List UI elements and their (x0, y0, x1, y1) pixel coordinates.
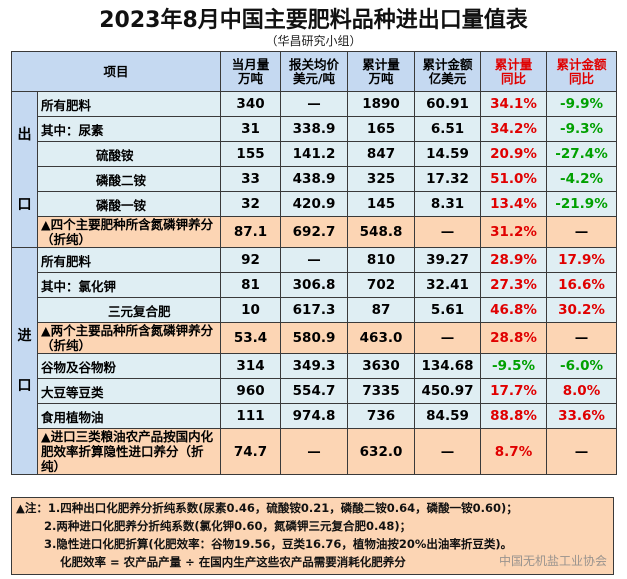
import-row-veg-oil: 食用植物油 111 974.8 736 84.59 88.8% 33.6% (11, 403, 618, 429)
page-title: 2023年8月中国主要肥料品种进出口量值表 (99, 8, 528, 33)
export-row-all: 出口 所有肥料 340 — 1890 60.91 34.1% -9.9% (11, 91, 618, 248)
header-cum-qty: 累计量 万吨 (347, 51, 416, 92)
page-subtitle: （华昌研究小组） (265, 34, 362, 48)
import-row-soybean: 大豆等豆类 960 554.7 7335 450.97 17.7% 8.0% (11, 378, 618, 404)
import-row-potash: 其中：氯化钾 81 306.8 702 32.41 27.3% 16.6% (11, 272, 618, 298)
export-section-label: 出口 (11, 91, 38, 248)
import-row-hidden-nutrients: ▲进口三类粮油农产品按国内化肥效率折算隐性进口养分（折纯） 74.7 — 632… (11, 428, 618, 475)
note-1: ▲注：1.四种出口化肥养分折纯系数(尿素0.46，硫酸铵0.21，磷酸二铵0.6… (16, 501, 518, 515)
export-row-nutrients: ▲四个主要肥种所含氮磷钾养分（折纯） 87.1 692.7 548.8 — 31… (11, 216, 618, 248)
watermark: 中国无机盐工业协会 (498, 554, 607, 568)
header-item: 项目 (10, 51, 222, 92)
note-2: 2.两种进口化肥养分折纯系数(氯化钾0.60，氮磷钾三元复合肥0.48)； (44, 519, 412, 533)
trade-table: 项目 当月量 万吨 报关均价 美元/吨 累计量 万吨 累计金额 亿美元 累计量 同比 累计… (10, 51, 618, 475)
export-row-urea: 其中：尿素 31 338.9 165 6.51 34.2% -9.3% (11, 116, 618, 142)
notes-box: ▲注：1.四种出口化肥养分折纯系数(尿素0.46，硫酸铵0.21，磷酸二铵0.6… (11, 497, 614, 575)
import-row-grain: 谷物及谷物粉 314 349.3 3630 134.68 -9.5% -6.0% (11, 353, 618, 379)
header-amt-yoy: 累计金额 同比 (546, 51, 618, 92)
import-row-npk: 三元复合肥 10 617.3 87 5.61 46.8% 30.2% (11, 297, 618, 323)
import-row-nutrients: ▲两个主要品种所含氮磷钾养分（折纯） 53.4 580.9 463.0 — 28… (11, 322, 618, 354)
export-row-dap: 磷酸二铵 33 438.9 325 17.32 51.0% -4.2% (11, 166, 618, 192)
note-4: 化肥效率 = 农产品产量 ÷ 在国内生产这些农产品需要消耗化肥养分 (60, 555, 406, 569)
export-row-ammonium-sulfate: 硫酸铵 155 141.2 847 14.59 20.9% -27.4% (11, 141, 618, 167)
note-3: 3.隐性进口化肥折算(化肥效率：谷物19.56，豆类16.76，植物油按20%出… (44, 537, 513, 551)
import-row-all: 进口 所有肥料 92 — 810 39.27 28.9% 17.9% (11, 247, 618, 475)
header-price: 报关均价 美元/吨 (280, 51, 349, 92)
header-month: 当月量 万吨 (220, 51, 282, 92)
export-row-map: 磷酸一铵 32 420.9 145 8.31 13.4% -21.9% (11, 191, 618, 217)
import-section-label: 进口 (11, 247, 38, 475)
header-row: 项目 当月量 万吨 报关均价 美元/吨 累计量 万吨 累计金额 亿美元 累计量 同比 累计… (10, 51, 618, 92)
header-qty-yoy: 累计量 同比 (480, 51, 548, 92)
header-cum-amt: 累计金额 亿美元 (414, 51, 482, 92)
